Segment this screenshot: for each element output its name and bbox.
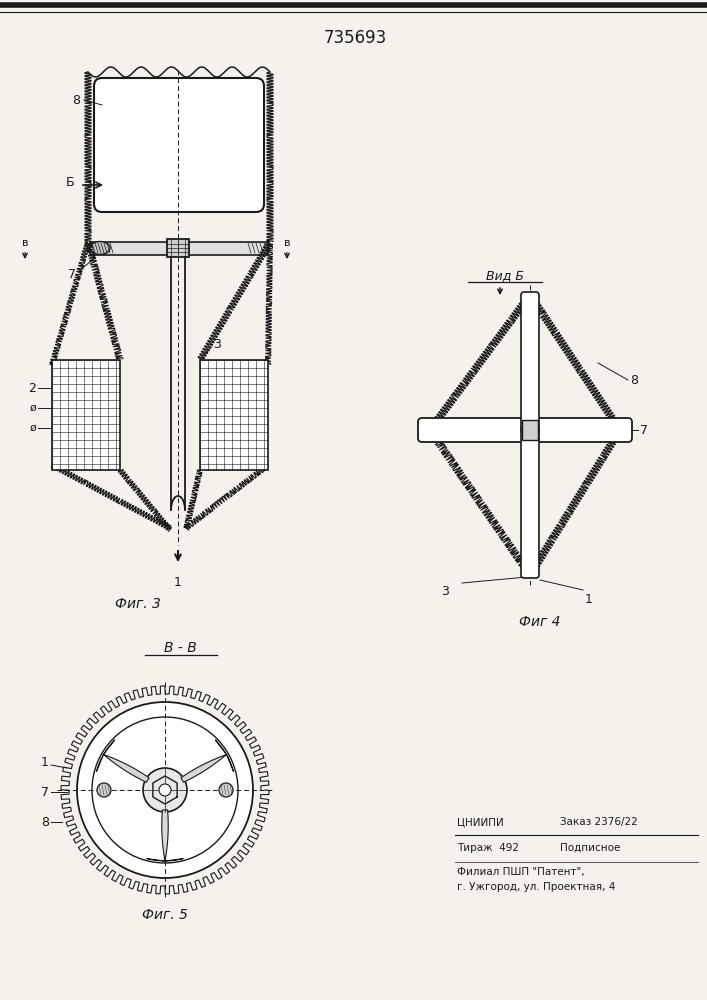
Text: 7: 7 <box>41 786 49 798</box>
Polygon shape <box>181 740 233 782</box>
Text: 8: 8 <box>630 373 638 386</box>
Circle shape <box>97 783 111 797</box>
Polygon shape <box>96 740 149 782</box>
Text: ø: ø <box>29 403 36 413</box>
Circle shape <box>77 702 253 878</box>
Text: Фиг. 3: Фиг. 3 <box>115 597 161 611</box>
Bar <box>522 420 538 440</box>
Circle shape <box>92 717 238 863</box>
Bar <box>90 242 268 255</box>
FancyBboxPatch shape <box>521 292 539 433</box>
Polygon shape <box>146 810 183 861</box>
Text: В - В: В - В <box>163 641 197 655</box>
Circle shape <box>159 784 171 796</box>
Text: ЦНИИПИ: ЦНИИПИ <box>457 817 504 827</box>
Text: 7: 7 <box>640 424 648 436</box>
Text: 3: 3 <box>441 585 449 598</box>
Text: Вид Б: Вид Б <box>486 269 524 282</box>
Text: 7: 7 <box>68 268 76 281</box>
Ellipse shape <box>90 241 110 254</box>
FancyBboxPatch shape <box>94 78 264 212</box>
Text: Подписное: Подписное <box>560 843 620 853</box>
Text: Фиг 4: Фиг 4 <box>519 615 561 629</box>
Text: г. Ужгород, ул. Проектная, 4: г. Ужгород, ул. Проектная, 4 <box>457 882 615 892</box>
Circle shape <box>219 783 233 797</box>
Text: в: в <box>284 238 291 248</box>
Text: 735693: 735693 <box>323 29 387 47</box>
Text: Заказ 2376/22: Заказ 2376/22 <box>560 817 638 827</box>
Text: Тираж  492: Тираж 492 <box>457 843 519 853</box>
Text: Фиг. 5: Фиг. 5 <box>142 908 188 922</box>
Text: Б: Б <box>65 176 74 190</box>
FancyBboxPatch shape <box>418 418 632 442</box>
Bar <box>52 360 120 470</box>
Text: 8: 8 <box>72 94 80 106</box>
Text: Филиал ПШП "Патент",: Филиал ПШП "Патент", <box>457 867 585 877</box>
Text: 1: 1 <box>41 756 49 768</box>
Text: ø: ø <box>29 423 36 433</box>
Text: в: в <box>22 238 28 248</box>
Text: 3: 3 <box>213 338 221 352</box>
Circle shape <box>143 768 187 812</box>
Text: 1: 1 <box>174 576 182 589</box>
Text: 1: 1 <box>585 593 593 606</box>
Text: 8: 8 <box>41 816 49 828</box>
FancyBboxPatch shape <box>521 427 539 578</box>
Text: 2: 2 <box>28 381 36 394</box>
Bar <box>200 360 268 470</box>
Bar <box>167 239 189 257</box>
